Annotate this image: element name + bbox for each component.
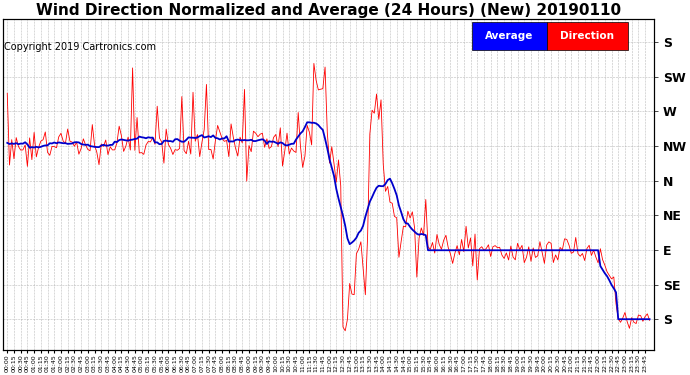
- Text: Average: Average: [485, 32, 533, 42]
- Title: Wind Direction Normalized and Average (24 Hours) (New) 20190110: Wind Direction Normalized and Average (2…: [36, 3, 621, 18]
- Text: Direction: Direction: [560, 32, 614, 42]
- FancyBboxPatch shape: [472, 22, 546, 50]
- Text: Copyright 2019 Cartronics.com: Copyright 2019 Cartronics.com: [4, 42, 156, 52]
- FancyBboxPatch shape: [546, 22, 628, 50]
